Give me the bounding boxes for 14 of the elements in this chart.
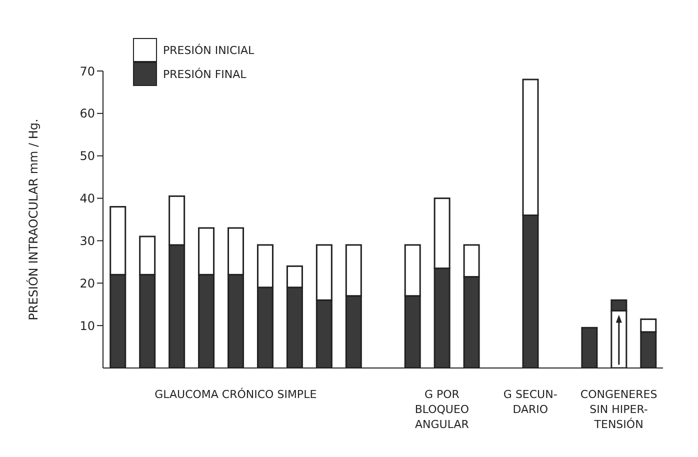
y-tick-label: 10 <box>80 318 95 333</box>
y-tick-label: 50 <box>80 149 95 164</box>
x-tick-label: G SECUN- DARIO <box>503 388 558 416</box>
x-tick-label: CONGENERES SIN HIPER- TENSIÓN <box>580 388 658 431</box>
y-axis-title: PRESIÓN INTRAOCULAR mm / Hg. <box>25 118 40 320</box>
y-tick-label: 30 <box>80 234 95 248</box>
y-tick-label: 60 <box>80 106 95 121</box>
y-tick-label: 20 <box>80 276 95 290</box>
x-tick-label: G POR BLOQUEO ANGULAR <box>414 388 470 431</box>
legend-label: PRESIÓN FINAL <box>163 68 246 80</box>
x-tick-label: GLAUCOMA CRÓNICO SIMPLE <box>154 387 317 401</box>
y-tick-label: 70 <box>80 64 95 78</box>
y-tick-label: 40 <box>80 192 95 206</box>
legend-label: PRESIÓN INICIAL <box>163 44 254 56</box>
